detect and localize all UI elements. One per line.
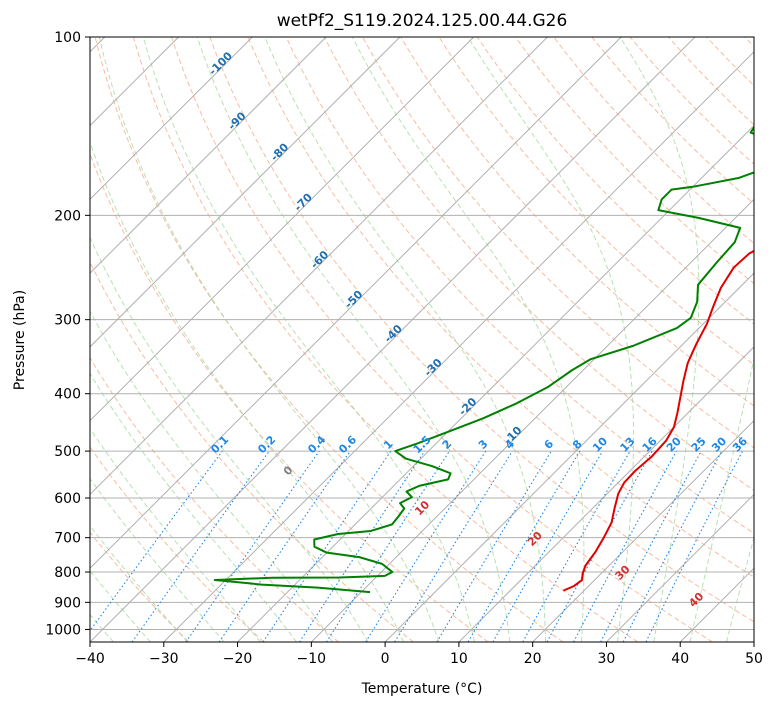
dry-adiabat-line <box>362 37 754 449</box>
isotherm-line <box>90 37 401 348</box>
y-tick-label: 700 <box>54 531 81 547</box>
dry-adiabat-line <box>90 446 265 642</box>
plot-background <box>90 37 754 642</box>
dry-adiabat-line <box>132 37 639 642</box>
dry-adiabat-line <box>209 37 754 623</box>
x-axis-ticks: −40 −30 −20 −10 0 10 20 30 40 50 <box>75 642 763 667</box>
mixing-ratio-line <box>546 450 653 642</box>
moist-adiabat-line <box>264 37 547 642</box>
moist-adiabat-line <box>351 37 585 642</box>
mixing-ratio-line <box>394 450 513 642</box>
x-tick-label: −40 <box>75 651 105 667</box>
y-tick-label: 800 <box>54 565 81 581</box>
mixing-ratio-line <box>262 450 392 642</box>
isotherm-line <box>163 51 754 642</box>
isotherm-line <box>606 493 754 642</box>
x-axis-label: Temperature (°C) <box>361 681 483 697</box>
moist-adiabat-line <box>689 356 754 642</box>
y-tick-label: 300 <box>54 313 81 329</box>
mixing-ratio-line <box>90 450 223 632</box>
x-tick-label: −10 <box>297 651 327 667</box>
x-tick-label: 20 <box>524 651 542 667</box>
isotherm-line <box>90 37 622 569</box>
moist-adiabat-line <box>142 37 475 642</box>
x-tick-label: 0 <box>381 651 390 667</box>
moist-adiabat-line <box>90 477 225 642</box>
dry-adiabat-line <box>515 37 754 285</box>
y-tick-label: 200 <box>54 208 81 224</box>
moist-adiabat-line <box>619 37 700 642</box>
moist-adiabat-line <box>90 236 369 642</box>
moist-adiabat-line <box>763 37 775 642</box>
dry-adiabat-line <box>94 37 564 642</box>
mixing-ratio-lines <box>90 450 743 642</box>
isotherm-line <box>458 346 754 642</box>
y-axis-ticks: 1000 900 800 700 600 500 400 300 200 100 <box>45 30 90 638</box>
x-tick-label: 40 <box>671 651 689 667</box>
mixing-ratio-line <box>325 450 450 642</box>
moist-adiabat-line <box>90 427 261 642</box>
moist-adiabat-line <box>196 37 511 642</box>
dry-adiabat-line <box>438 37 754 366</box>
dry-adiabat-line <box>171 37 713 642</box>
mixing-ratio-line <box>299 450 426 642</box>
isotherm-line <box>384 272 754 642</box>
temperature-line <box>562 249 754 592</box>
isotherm-line <box>532 419 754 642</box>
y-tick-label: 100 <box>54 30 81 46</box>
dewpoint-line <box>213 125 754 594</box>
moist-adiabat-line <box>90 310 333 642</box>
sounding-series <box>213 125 754 594</box>
isotherm-line <box>237 124 754 642</box>
y-tick-label: 500 <box>54 444 81 460</box>
dry-adiabat-line <box>323 37 754 491</box>
isotherm-line <box>90 37 475 422</box>
y-tick-label: 1000 <box>45 622 81 638</box>
y-axis-label: Pressure (hPa) <box>12 290 28 390</box>
isotherm-line <box>90 37 253 201</box>
isotherm-line <box>310 198 754 642</box>
x-tick-label: −20 <box>223 651 253 667</box>
moist-adiabat-line <box>90 372 297 642</box>
x-tick-label: 10 <box>450 651 468 667</box>
isotherm-line <box>90 37 696 642</box>
mixing-ratio-line <box>522 450 631 642</box>
plot-frame <box>89 36 755 643</box>
isotherm-line <box>90 37 548 496</box>
isotherm-line <box>90 37 327 274</box>
x-tick-label: 50 <box>745 651 763 667</box>
y-tick-label: 400 <box>54 387 81 403</box>
moist-adiabat-line <box>98 37 440 642</box>
moist-adiabat-line <box>726 535 754 642</box>
dry-adiabat-line <box>90 356 339 642</box>
mixing-ratio-line <box>573 450 677 642</box>
x-tick-label: −30 <box>149 651 179 667</box>
mixing-ratio-line <box>185 450 320 642</box>
moist-adiabat-line <box>90 140 405 642</box>
y-tick-label: 900 <box>54 595 81 611</box>
mixing-ratio-line <box>645 450 743 642</box>
dry-adiabat-line <box>90 152 489 642</box>
isotherm-line <box>753 641 754 642</box>
mixing-ratio-line <box>131 450 270 642</box>
x-tick-label: 30 <box>598 651 616 667</box>
background-lines <box>90 37 775 642</box>
y-tick-label: 600 <box>54 491 81 507</box>
dry-adiabat-line <box>90 531 190 642</box>
mixing-ratio-line <box>218 450 351 642</box>
chart-title: wetPf2_S119.2024.125.00.44.G26 <box>277 11 568 31</box>
